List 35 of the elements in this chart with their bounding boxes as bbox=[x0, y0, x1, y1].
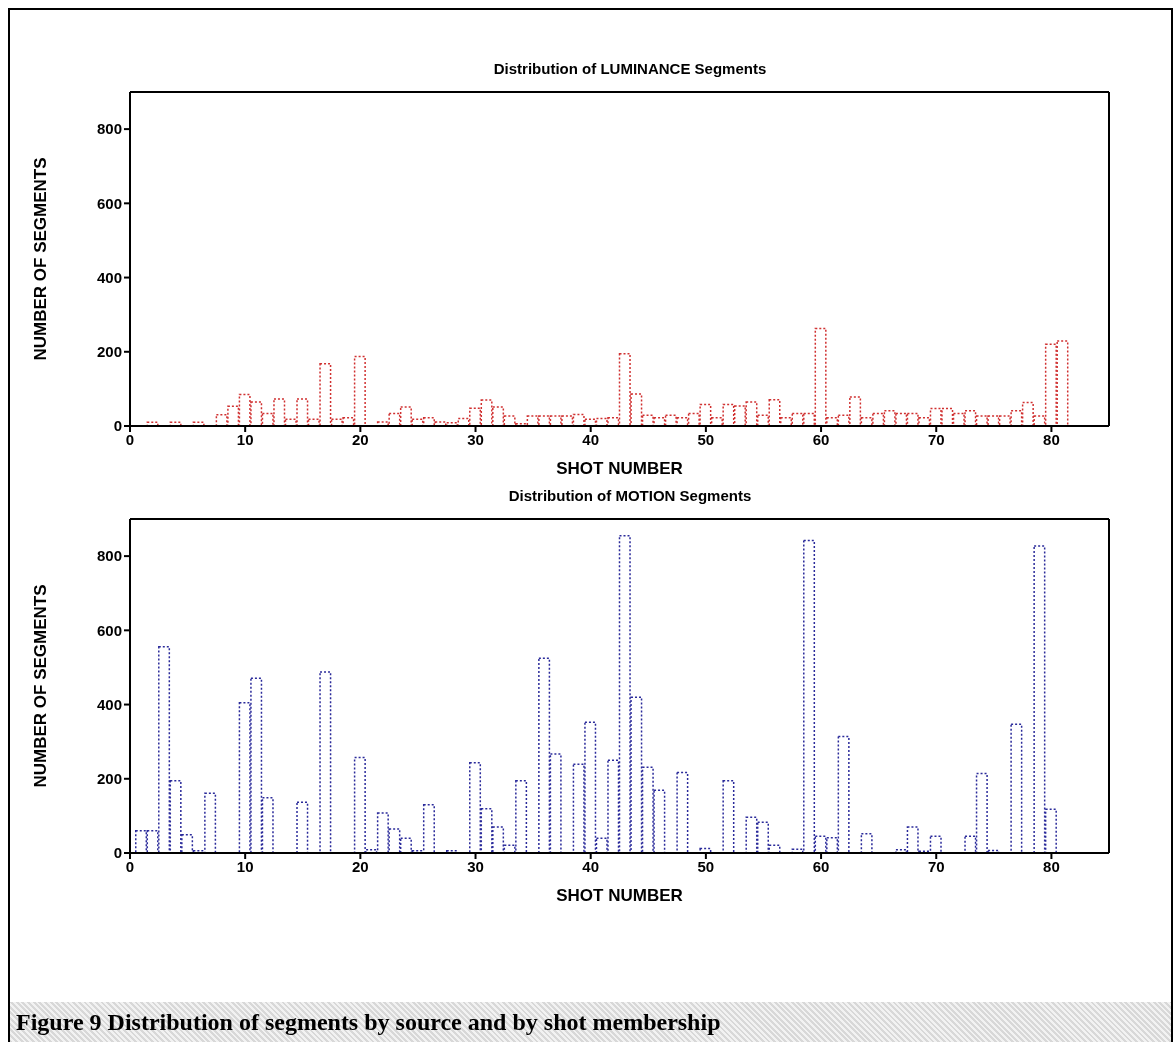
y-tick-label: 600 bbox=[96, 621, 122, 639]
x-tick-label: 30 bbox=[467, 430, 484, 448]
x-tick-label: 20 bbox=[352, 430, 369, 448]
y-tick-label: 200 bbox=[96, 770, 122, 788]
x-tick-label: 40 bbox=[582, 430, 600, 448]
x-tick-label: 10 bbox=[236, 430, 254, 448]
x-tick-label: 50 bbox=[697, 857, 715, 875]
x-tick-label: 60 bbox=[812, 430, 830, 448]
x-axis-title: SHOT NUMBER bbox=[556, 886, 683, 905]
x-tick-label: 30 bbox=[467, 857, 484, 875]
caption: Figure 9 Distribution of segments by source and by shot membership bbox=[15, 1008, 721, 1036]
y-tick-label: 0 bbox=[113, 417, 122, 435]
x-tick-label: 80 bbox=[1043, 857, 1060, 875]
x-tick-label: 10 bbox=[236, 857, 254, 875]
x-tick-label: 70 bbox=[927, 430, 945, 448]
chart-title: Distribution of LUMINANCE Segments bbox=[492, 60, 768, 77]
y-tick-label: 400 bbox=[96, 695, 122, 713]
x-tick-label: 60 bbox=[812, 857, 830, 875]
chart-title: Distribution of MOTION Segments bbox=[507, 487, 753, 504]
x-tick-label: 70 bbox=[927, 857, 945, 875]
x-tick-label: 0 bbox=[125, 430, 135, 448]
x-tick-label: 80 bbox=[1043, 430, 1060, 448]
y-tick-label: 600 bbox=[96, 194, 122, 212]
y-axis-title: NUMBER OF SEGMENTS bbox=[31, 157, 51, 361]
y-tick-label: 200 bbox=[96, 343, 122, 361]
x-tick-label: 20 bbox=[352, 857, 369, 875]
y-tick-label: 800 bbox=[96, 547, 122, 565]
y-tick-label: 800 bbox=[96, 120, 122, 138]
x-tick-label: 0 bbox=[125, 857, 135, 875]
x-axis-title: SHOT NUMBER bbox=[556, 459, 683, 478]
y-tick-label: 400 bbox=[96, 268, 122, 286]
x-tick-label: 40 bbox=[582, 857, 600, 875]
y-axis-title: NUMBER OF SEGMENTS bbox=[31, 584, 51, 788]
x-tick-label: 50 bbox=[697, 430, 715, 448]
y-tick-label: 0 bbox=[113, 844, 122, 862]
